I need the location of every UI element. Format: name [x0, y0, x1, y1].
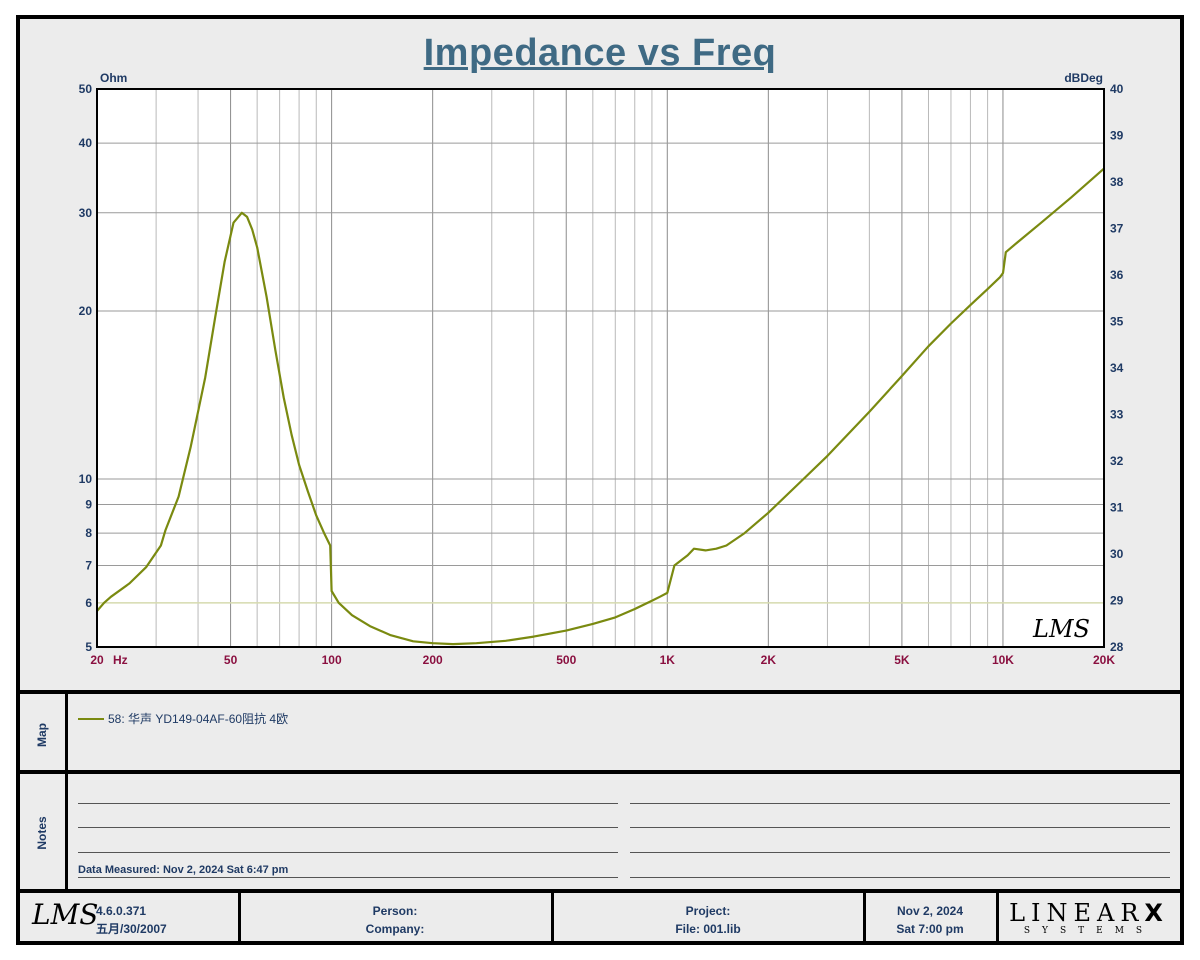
x-tick-label: 50	[224, 653, 238, 667]
person-label: Person:	[372, 904, 418, 918]
footer-divider	[996, 893, 999, 941]
person-company: Person: Company:	[242, 902, 548, 938]
x-tick-label: 20K	[1093, 653, 1115, 667]
chart-divider	[16, 690, 1184, 694]
y-left-tick-label: 40	[79, 136, 93, 150]
note-line	[78, 827, 618, 828]
y-left-tick-label: 30	[79, 206, 93, 220]
print-time: Sat 7:00 pm	[896, 922, 964, 936]
y-right-tick-label: 32	[1110, 454, 1124, 468]
print-date: Nov 2, 2024	[896, 904, 964, 918]
y-left-tick-label: 5	[85, 640, 92, 654]
x-unit-label: Hz	[113, 653, 128, 667]
map-divider	[16, 770, 1184, 774]
legend-text: 58: 华声 YD149-04AF-60阻抗 4欧	[108, 712, 289, 726]
plot-area	[97, 89, 1104, 647]
company-label: Company:	[365, 922, 425, 936]
note-line	[630, 852, 1170, 853]
y-right-tick-label: 30	[1110, 547, 1124, 561]
note-line	[630, 803, 1170, 804]
notes-divider	[16, 889, 1184, 893]
side-column-divider	[65, 694, 68, 889]
x-tick-label: 2K	[761, 653, 777, 667]
y-right-tick-label: 31	[1110, 501, 1124, 515]
y-right-tick-label: 38	[1110, 175, 1124, 189]
y-right-tick-label: 29	[1110, 594, 1124, 608]
version-number: 4.6.0.371	[96, 904, 147, 918]
plot-lms-logo: LMS	[1032, 615, 1090, 643]
brand-sub: SYSTEMS	[1023, 926, 1155, 936]
y-right-tick-label: 36	[1110, 268, 1124, 282]
x-tick-label: 10K	[992, 653, 1014, 667]
y-right-tick-label: 40	[1110, 82, 1124, 96]
y-right-unit-label: dBDeg	[1064, 71, 1103, 85]
brand-name: LINEAR	[1009, 899, 1145, 927]
plot-border	[96, 88, 1105, 648]
impedance-series-line	[96, 167, 1105, 646]
version-date: 五月/30/2007	[96, 922, 167, 936]
x-tick-label: 200	[423, 653, 443, 667]
x-tick-label: 1K	[660, 653, 676, 667]
y-left-unit-label: Ohm	[100, 71, 127, 85]
impedance-chart: 5 6 7 8 9 10 20 30 40 50 28 29 30 31 32 33 34 35 36 37 38 39 4…	[79, 71, 1124, 667]
y-left-tick-label: 20	[79, 304, 93, 318]
x-tick-label: 5K	[894, 653, 910, 667]
y-left-tick-label: 7	[85, 558, 92, 572]
y-left-tick-label: 10	[79, 472, 93, 486]
x-tick-label: 20	[90, 653, 104, 667]
map-label: Map	[35, 723, 49, 747]
note-line	[630, 877, 1170, 878]
y-left-tick-label: 6	[85, 596, 92, 610]
note-line	[78, 877, 618, 878]
footer-divider	[551, 893, 554, 941]
x-tick-label: 500	[556, 653, 576, 667]
chart-title: Impedance vs Freq	[423, 32, 777, 74]
footer-divider	[238, 893, 241, 941]
y-right-tick-label: 33	[1110, 408, 1124, 422]
legend-swatch	[78, 717, 104, 720]
y-left-tick-label: 50	[79, 82, 93, 96]
notes-label: Notes	[35, 816, 49, 850]
footer-date: Nov 2, 2024 Sat 7:00 pm	[866, 902, 994, 938]
y-left-tick-label: 8	[85, 526, 92, 540]
y-right-tick-label: 37	[1110, 222, 1124, 236]
x-tick-label: 100	[322, 653, 342, 667]
brand-x: X	[1144, 899, 1169, 927]
footer-divider	[863, 893, 866, 941]
note-line	[78, 852, 618, 853]
y-right-tick-label: 34	[1110, 361, 1124, 375]
file-label: File: 001.lib	[675, 922, 741, 936]
note-line	[78, 803, 618, 804]
version-info: 4.6.0.371 五月/30/2007	[96, 902, 196, 938]
linearx-logo: LINEARX SYSTEMS	[1004, 900, 1174, 936]
project-label: Project:	[685, 904, 731, 918]
lms-logo: LMS	[32, 898, 99, 931]
y-left-tick-label: 9	[85, 498, 92, 512]
legend-entry[interactable]: 58: 华声 YD149-04AF-60阻抗 4欧	[78, 710, 288, 727]
y-right-tick-label: 28	[1110, 640, 1124, 654]
note-line	[630, 827, 1170, 828]
data-measured-text: Data Measured: Nov 2, 2024 Sat 6:47 pm	[78, 864, 289, 876]
y-right-tick-label: 35	[1110, 315, 1124, 329]
project-file: Project: File: 001.lib	[555, 902, 861, 938]
y-right-tick-label: 39	[1110, 129, 1124, 143]
